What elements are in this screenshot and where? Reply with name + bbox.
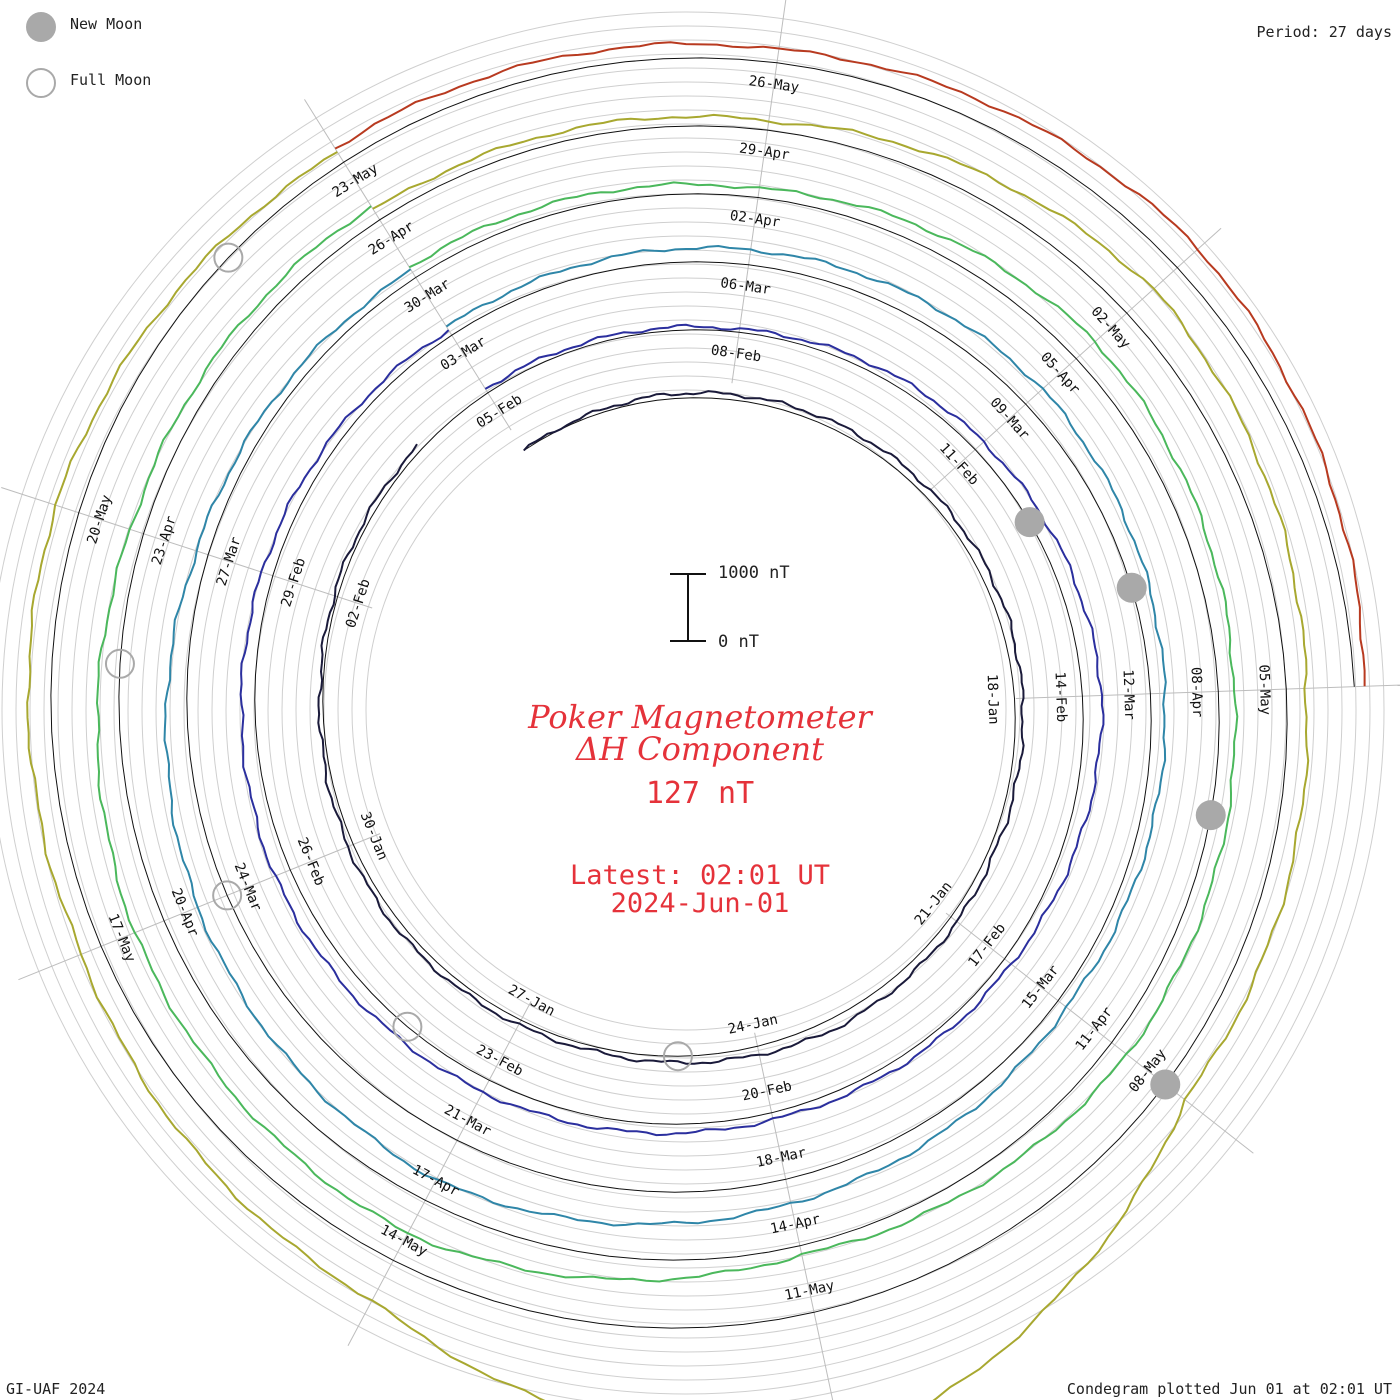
series-line-1 bbox=[317, 390, 1025, 1065]
grid-ring bbox=[337, 361, 1035, 1059]
period-label: Period: 27 days bbox=[1256, 23, 1392, 41]
series-line-6 bbox=[334, 41, 1366, 687]
date-label: 05-May bbox=[1255, 664, 1273, 715]
latest-time: Latest: 02:01 UT bbox=[569, 860, 831, 891]
date-label: 08-Apr bbox=[1188, 667, 1206, 718]
new-moon-icon bbox=[26, 12, 56, 42]
date-label: 14-Apr bbox=[769, 1211, 822, 1237]
new-moon-marker bbox=[1014, 507, 1045, 538]
current-level: 127 nT bbox=[645, 776, 755, 811]
date-label: 06-Mar bbox=[719, 275, 771, 298]
date-labels: 18-Jan21-Jan24-Jan27-Jan30-Jan02-Feb05-F… bbox=[84, 73, 1273, 1304]
legend-new-moon: New Moon bbox=[26, 12, 326, 44]
grid-rings bbox=[0, 11, 1385, 1400]
date-label: 14-May bbox=[378, 1222, 430, 1260]
full-moon-marker bbox=[213, 242, 244, 273]
full-moon-label: Full Moon bbox=[70, 71, 152, 89]
date-label: 29-Apr bbox=[738, 140, 790, 163]
grid-spoke bbox=[18, 833, 381, 981]
grid-ring bbox=[0, 11, 1385, 1400]
full-moon-marker bbox=[662, 1041, 693, 1072]
grid-ring bbox=[183, 207, 1189, 1213]
grid-ring bbox=[323, 347, 1049, 1073]
date-label: 02-May bbox=[1088, 304, 1134, 352]
grid-ring bbox=[127, 151, 1245, 1269]
series-line-5 bbox=[26, 113, 1310, 1400]
date-label: 11-May bbox=[783, 1278, 836, 1304]
new-moon-marker bbox=[1150, 1069, 1181, 1100]
grid-spoke bbox=[754, 1032, 834, 1400]
grid-spoke bbox=[347, 1001, 532, 1346]
date-label: 26-May bbox=[748, 73, 800, 96]
chart-subtitle: ΔH Component bbox=[575, 730, 825, 768]
grid-ring bbox=[365, 389, 1007, 1031]
grid-ring bbox=[295, 319, 1077, 1101]
full-moon-marker bbox=[212, 880, 243, 911]
date-label: 09-Mar bbox=[987, 395, 1033, 443]
date-label: 18-Mar bbox=[755, 1145, 808, 1171]
new-moon-label: New Moon bbox=[70, 15, 143, 33]
grid-ring bbox=[113, 137, 1259, 1283]
date-label: 20-Feb bbox=[741, 1078, 794, 1104]
grid-spoke bbox=[945, 912, 1254, 1154]
grid-ring bbox=[281, 305, 1091, 1115]
scale-top-label: 1000 nT bbox=[718, 563, 790, 583]
grid-spoke bbox=[1, 487, 373, 609]
date-label: 20-May bbox=[84, 493, 115, 546]
grid-ring bbox=[57, 81, 1315, 1339]
full-moon-marker bbox=[392, 1011, 423, 1042]
date-label: 14-Feb bbox=[1052, 671, 1070, 722]
date-label: 17-May bbox=[105, 912, 139, 965]
grid-spoke bbox=[1015, 684, 1400, 699]
date-label: 27-Mar bbox=[214, 535, 245, 588]
date-label: 02-Apr bbox=[729, 208, 781, 231]
date-label: 26-Feb bbox=[294, 835, 328, 888]
grid-ring bbox=[99, 123, 1273, 1297]
grid-ring bbox=[239, 263, 1133, 1157]
grid-ring bbox=[85, 109, 1287, 1311]
series-layer bbox=[26, 41, 1366, 1400]
grid-ring bbox=[29, 53, 1343, 1367]
grid-ring bbox=[15, 39, 1357, 1381]
series-line-2 bbox=[239, 323, 1105, 1137]
latest-date: 2024-Jun-01 bbox=[610, 888, 790, 919]
new-moon-marker bbox=[1195, 800, 1226, 831]
footer-credit: GI-UAF 2024 bbox=[6, 1380, 106, 1398]
grid-ring bbox=[267, 291, 1105, 1129]
new-moon-marker bbox=[1116, 572, 1147, 603]
full-moon-marker bbox=[104, 648, 135, 679]
grid-spoke bbox=[304, 99, 512, 431]
grid-ring bbox=[43, 67, 1329, 1353]
grid-spoke bbox=[731, 0, 787, 384]
date-label: 17-Feb bbox=[965, 920, 1009, 970]
series-line-3 bbox=[163, 244, 1167, 1227]
full-moon-icon bbox=[26, 68, 56, 98]
grid-ring bbox=[71, 95, 1301, 1325]
date-label: 24-Jan bbox=[727, 1012, 780, 1038]
date-label: 12-Mar bbox=[1120, 669, 1138, 720]
date-label: 27-Jan bbox=[505, 982, 557, 1020]
date-label: 15-Mar bbox=[1019, 962, 1063, 1012]
grid-ring bbox=[155, 179, 1217, 1241]
scale-bottom-label: 0 nT bbox=[718, 632, 759, 652]
date-label: 17-Apr bbox=[410, 1162, 462, 1200]
date-label: 18-Jan bbox=[984, 674, 1002, 725]
grid-ring bbox=[211, 235, 1161, 1185]
grid-ring bbox=[1, 25, 1371, 1395]
date-label: 08-Feb bbox=[710, 342, 762, 365]
legend-full-moon: Full Moon bbox=[26, 68, 326, 100]
grid-ring bbox=[253, 277, 1119, 1143]
scale-bar bbox=[670, 573, 706, 642]
series-line-4 bbox=[95, 181, 1239, 1283]
date-label: 23-Apr bbox=[149, 514, 180, 567]
moon-markers bbox=[104, 242, 1226, 1100]
date-label: 29-Feb bbox=[278, 556, 309, 609]
grid-ring bbox=[141, 165, 1231, 1255]
grid-ring bbox=[197, 221, 1175, 1199]
chart-title: Poker Magnetometer bbox=[528, 698, 872, 736]
footer-plot-time: Condegram plotted Jun 01 at 02:01 UT bbox=[1066, 1380, 1392, 1398]
grid-ring bbox=[309, 333, 1063, 1087]
